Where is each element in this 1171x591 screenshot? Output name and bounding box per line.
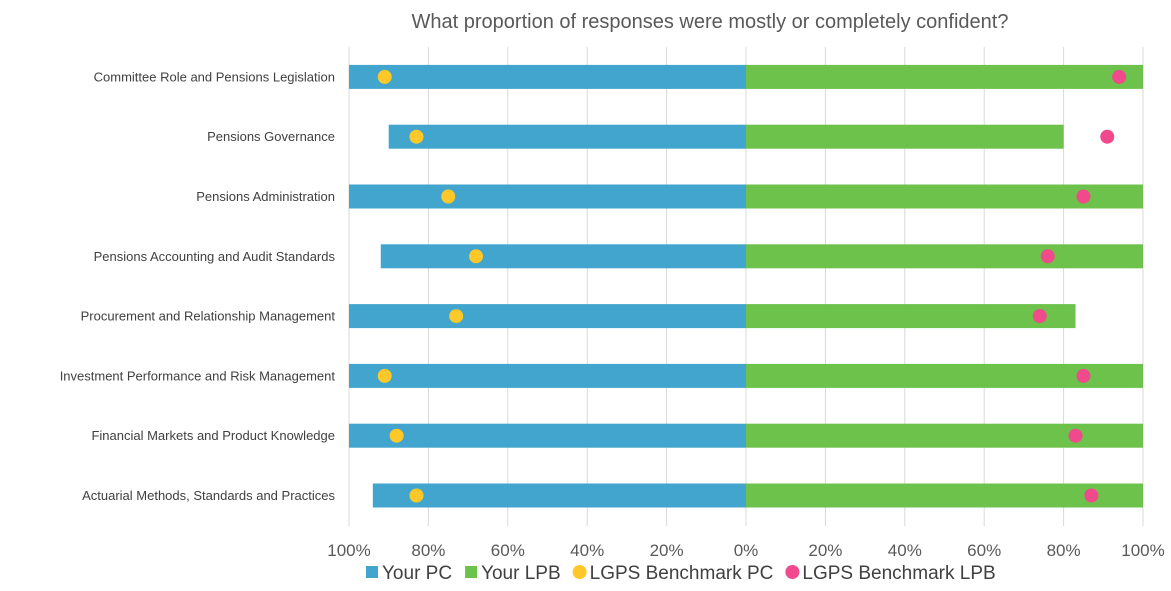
bar-your-lpb — [746, 423, 1143, 448]
bar-your-pc — [372, 483, 746, 508]
x-tick-label: 20% — [650, 541, 684, 560]
category-label: Financial Markets and Product Knowledge — [91, 428, 335, 443]
category-label: Actuarial Methods, Standards and Practic… — [82, 488, 335, 503]
markers — [377, 69, 1127, 503]
marker-lgps-benchmark-lpb — [1076, 189, 1091, 204]
x-tick-label: 0% — [734, 541, 759, 560]
marker-lgps-benchmark-pc — [377, 69, 392, 84]
category-label: Pensions Governance — [207, 129, 335, 144]
bar-your-lpb — [746, 64, 1143, 89]
bar-your-pc — [349, 363, 746, 388]
category-label: Procurement and Relationship Management — [81, 309, 336, 324]
marker-lgps-benchmark-pc — [441, 189, 456, 204]
marker-lgps-benchmark-lpb — [1076, 368, 1091, 383]
legend-label-your-pc: Your PC — [382, 563, 452, 584]
x-tick-label: 60% — [967, 541, 1001, 560]
bar-your-lpb — [746, 304, 1076, 329]
marker-lgps-benchmark-lpb — [1032, 309, 1047, 324]
category-labels: Committee Role and Pensions Legislation P… — [60, 69, 336, 503]
chart-title: What proportion of responses were mostly… — [412, 11, 1009, 33]
bar-your-lpb — [746, 244, 1143, 269]
x-tick-label: 100% — [1121, 541, 1164, 560]
marker-lgps-benchmark-pc — [409, 488, 424, 503]
legend-swatch-lgps-benchmark-lpb — [785, 565, 800, 579]
x-tick-label: 40% — [888, 541, 922, 560]
category-label: Pensions Accounting and Audit Standards — [94, 249, 336, 264]
marker-lgps-benchmark-pc — [409, 129, 424, 144]
legend-swatch-your-lpb — [465, 566, 478, 578]
category-label: Committee Role and Pensions Legislation — [94, 69, 335, 84]
legend-label-lgps-benchmark-pc: LGPS Benchmark PC — [590, 563, 774, 584]
bar-your-pc — [349, 184, 746, 209]
legend-swatch-your-pc — [366, 566, 378, 578]
bar-your-pc — [349, 64, 746, 89]
bar-your-pc — [388, 124, 746, 149]
marker-lgps-benchmark-lpb — [1068, 428, 1083, 443]
legend-label-lgps-benchmark-lpb: LGPS Benchmark LPB — [802, 563, 995, 584]
legend-label-your-lpb: Your LPB — [481, 563, 561, 584]
x-tick-label: 60% — [491, 541, 525, 560]
legend: Your PC Your LPB LGPS Benchmark PC LGPS Ben… — [366, 563, 996, 584]
bars — [349, 64, 1143, 508]
marker-lgps-benchmark-pc — [377, 368, 392, 383]
bar-your-pc — [380, 244, 746, 269]
bar-your-pc — [349, 304, 746, 329]
marker-lgps-benchmark-lpb — [1040, 249, 1055, 264]
bar-your-lpb — [746, 483, 1143, 508]
bar-your-lpb — [746, 124, 1064, 149]
category-label: Investment Performance and Risk Manageme… — [60, 368, 336, 383]
marker-lgps-benchmark-pc — [389, 428, 404, 443]
bar-your-pc — [349, 423, 746, 448]
x-tick-label: 80% — [411, 541, 445, 560]
marker-lgps-benchmark-pc — [449, 309, 464, 324]
marker-lgps-benchmark-lpb — [1100, 129, 1115, 144]
marker-lgps-benchmark-lpb — [1112, 69, 1127, 84]
marker-lgps-benchmark-pc — [469, 249, 484, 264]
x-tick-label: 20% — [808, 541, 842, 560]
marker-lgps-benchmark-lpb — [1084, 488, 1099, 503]
legend-swatch-lgps-benchmark-pc — [572, 565, 587, 579]
category-label: Pensions Administration — [196, 189, 335, 204]
x-tick-label: 40% — [570, 541, 604, 560]
x-tick-label: 80% — [1047, 541, 1081, 560]
gridlines — [348, 47, 1144, 526]
x-tick-label: 100% — [327, 541, 370, 560]
x-axis-ticks: 100% 80% 60% 40% 20% 0% 20% 40% 60% 80% 100% — [327, 541, 1164, 560]
